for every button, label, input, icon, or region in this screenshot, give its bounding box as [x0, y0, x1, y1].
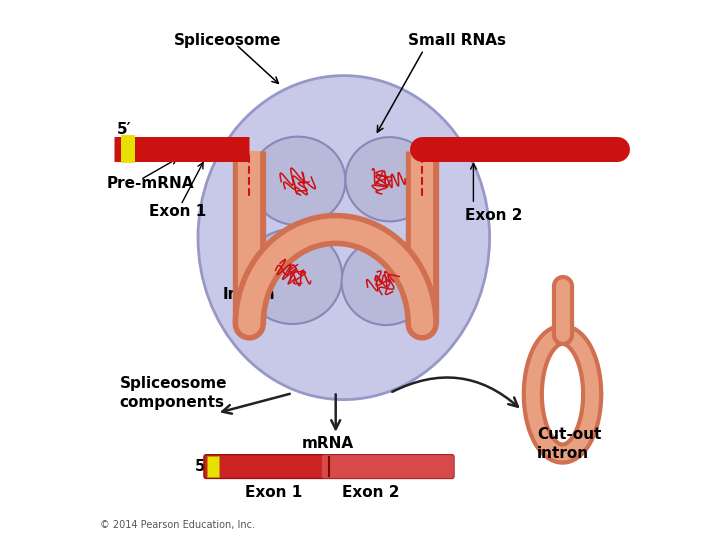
Text: © 2014 Pearson Education, Inc.: © 2014 Pearson Education, Inc. — [99, 520, 255, 530]
Text: Spliceosome: Spliceosome — [174, 33, 282, 48]
Text: Cut-out
intron: Cut-out intron — [537, 427, 601, 461]
FancyBboxPatch shape — [322, 455, 454, 478]
Bar — [207, 456, 219, 477]
Ellipse shape — [243, 229, 342, 324]
Text: 5′: 5′ — [117, 122, 131, 137]
Ellipse shape — [198, 76, 490, 400]
Text: Small RNAs: Small RNAs — [408, 33, 505, 48]
Text: 5′: 5′ — [195, 459, 210, 474]
Text: Exon 1: Exon 1 — [245, 485, 302, 500]
Text: Exon 2: Exon 2 — [342, 485, 400, 500]
Text: Intron: Intron — [222, 287, 275, 302]
FancyBboxPatch shape — [204, 455, 454, 478]
Text: mRNA: mRNA — [302, 436, 354, 451]
Text: Pre-mRNA: Pre-mRNA — [107, 176, 194, 191]
Text: Spliceosome
components: Spliceosome components — [120, 376, 228, 410]
Ellipse shape — [341, 239, 431, 325]
Text: Exon 2: Exon 2 — [465, 208, 523, 224]
Ellipse shape — [251, 137, 346, 225]
Ellipse shape — [346, 137, 434, 221]
Text: Exon 1: Exon 1 — [150, 204, 207, 219]
